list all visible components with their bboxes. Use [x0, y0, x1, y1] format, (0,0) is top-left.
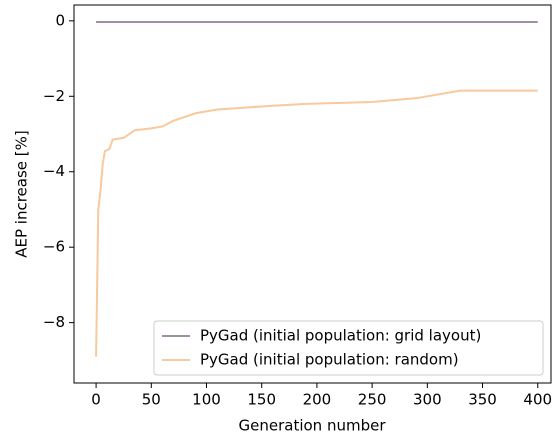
legend-label: PyGad (initial population: grid layout): [200, 327, 481, 345]
y-tick-label: 0: [55, 11, 65, 29]
x-axis-label: Generation number: [239, 417, 387, 435]
x-tick-label: 350: [468, 391, 497, 409]
x-tick-label: 300: [413, 391, 442, 409]
legend-label: PyGad (initial population: random): [200, 351, 459, 369]
y-tick-label: −6: [43, 238, 65, 256]
x-tick-label: 150: [247, 391, 276, 409]
x-tick-label: 200: [303, 391, 332, 409]
x-tick-label: 0: [91, 391, 101, 409]
x-tick-label: 400: [523, 391, 552, 409]
y-axis-label: AEP increase [%]: [13, 130, 31, 258]
y-tick-label: −4: [43, 162, 65, 180]
x-tick-label: 50: [142, 391, 161, 409]
plot-frame: [73, 4, 552, 384]
x-tick-label: 250: [358, 391, 387, 409]
legend-box: [153, 320, 544, 376]
y-tick-label: −2: [43, 87, 65, 105]
x-tick-label: 100: [192, 391, 221, 409]
series-line: [95, 89, 538, 357]
y-tick-label: −8: [43, 313, 65, 331]
